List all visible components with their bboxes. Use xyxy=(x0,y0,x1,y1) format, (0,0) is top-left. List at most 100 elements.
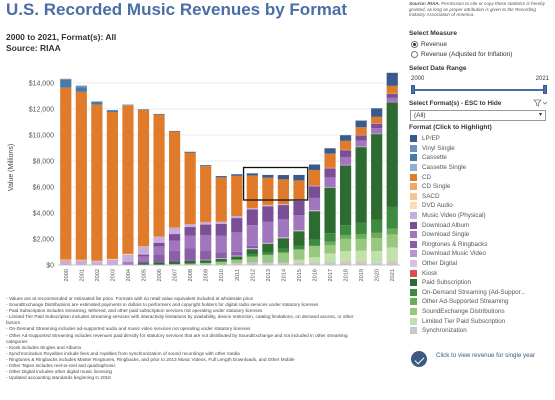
x-tick-label: 2006 xyxy=(157,269,163,281)
bar-segment xyxy=(371,128,383,134)
footnote-line: - Limited Tier Paid Subscription include… xyxy=(6,314,354,320)
bar-segment xyxy=(231,255,243,257)
y-tick-label: $6,000 xyxy=(33,185,55,192)
bar-segment xyxy=(293,249,305,260)
bar-segment xyxy=(137,256,150,262)
bar-segment xyxy=(200,262,212,265)
legend-item[interactable]: Vinyl Single xyxy=(410,144,552,154)
measure-option-label: Revenue (Adjusted for Inflation) xyxy=(421,51,513,58)
legend-item[interactable]: CD xyxy=(410,172,552,182)
y-tick-label: $10,000 xyxy=(29,133,54,140)
bar-segment xyxy=(231,259,243,264)
bar-segment xyxy=(371,219,383,233)
measure-option-inflation[interactable]: Revenue (Adjusted for Inflation) xyxy=(411,51,512,58)
legend-item[interactable]: SoundExchange Distributions xyxy=(410,307,552,317)
legend-item[interactable]: Other Ad-Supported Streaming xyxy=(410,297,552,307)
legend-item[interactable]: Cassette Single xyxy=(410,163,552,173)
legend-item[interactable]: Other Digital xyxy=(410,259,552,269)
bar-segment xyxy=(324,187,336,188)
bar-segment xyxy=(231,256,243,260)
legend-item[interactable]: DVD Audio xyxy=(410,201,552,211)
bar-segment xyxy=(371,116,383,124)
legend-item[interactable]: Kiosk xyxy=(410,268,552,278)
footnote-line: - Synchronization Royalties include fees… xyxy=(6,350,240,356)
legend-swatch xyxy=(410,240,417,248)
legend-swatch xyxy=(410,183,417,191)
footnote-line: - SoundExchange Distributions are estima… xyxy=(6,302,319,308)
legend-item[interactable]: SACD xyxy=(410,192,552,202)
legend-label: Limited Tier Paid Subscription xyxy=(422,317,506,325)
x-tick-label: 2002 xyxy=(95,269,101,281)
legend-item[interactable]: Download Album xyxy=(410,220,552,230)
bar-segment xyxy=(91,101,103,105)
x-tick-label: 2010 xyxy=(219,269,225,281)
bar-segment xyxy=(277,204,290,206)
date-range-slider[interactable] xyxy=(413,89,545,91)
legend-swatch xyxy=(410,250,417,258)
bar-segment xyxy=(200,250,212,260)
bar-segment xyxy=(262,262,274,265)
measure-option-revenue[interactable]: Revenue xyxy=(411,41,447,48)
legend-item[interactable]: Cassette xyxy=(410,153,552,163)
x-tick-label: 2012 xyxy=(250,269,256,281)
bar-segment xyxy=(293,229,305,231)
format-select-heading: Select Format(s) - ESC to Hide xyxy=(409,99,502,107)
legend-item[interactable]: CD Single xyxy=(410,182,552,192)
bar-segment xyxy=(215,221,227,224)
bar-segment xyxy=(153,236,165,243)
bar-segment xyxy=(277,237,290,239)
bar-segment xyxy=(386,85,398,94)
bar-segment xyxy=(200,260,212,263)
bar-segment xyxy=(386,102,398,207)
bar-segment xyxy=(215,259,227,262)
footnote-line: - Updated accounting standards beginning… xyxy=(6,375,111,381)
legend-swatch xyxy=(410,164,417,172)
click-cursor-icon xyxy=(411,351,427,367)
legend-item[interactable]: Synchronization xyxy=(410,326,552,336)
legend-item[interactable]: Ringtones & Ringbacks xyxy=(410,240,552,250)
filter-funnel-icon[interactable] xyxy=(533,99,547,107)
bar-segment xyxy=(137,261,150,264)
legend-swatch xyxy=(410,269,417,277)
bar-segment xyxy=(184,151,196,153)
x-tick-label: 2008 xyxy=(188,269,194,281)
x-tick-label: 2005 xyxy=(142,269,148,281)
format-select[interactable]: (All) ▾ xyxy=(410,110,546,121)
bar-segment xyxy=(293,259,305,263)
legend-item[interactable]: LP/EP xyxy=(410,134,552,144)
legend-item[interactable]: Download Music Video xyxy=(410,249,552,259)
slider-handle-end[interactable] xyxy=(543,85,547,94)
x-tick-label: 2021 xyxy=(390,269,396,281)
legend-swatch xyxy=(410,307,417,315)
bar-segment xyxy=(277,262,290,265)
bar-segment xyxy=(277,205,290,220)
legend-item[interactable]: Limited Tier Paid Subscription xyxy=(410,316,552,326)
bar-segment xyxy=(246,245,258,249)
legend-item[interactable]: Music Video (Physical) xyxy=(410,211,552,221)
single-year-link-text: Click to view revenue for single year xyxy=(436,352,536,359)
bar-segment xyxy=(168,131,181,228)
legend-label: Music Video (Physical) xyxy=(422,212,486,220)
legend-item[interactable]: On-Demand Streaming (Ad-Suppor... xyxy=(410,288,552,298)
legend-item[interactable]: Download Single xyxy=(410,230,552,240)
bar-segment xyxy=(200,166,212,222)
bar-segment xyxy=(308,239,321,246)
legend-swatch xyxy=(410,221,417,229)
slider-handle-start[interactable] xyxy=(411,85,415,94)
y-tick-label: $0 xyxy=(46,263,54,270)
footnote-line: - Kiosk includes Singles and Albums xyxy=(6,344,82,350)
bar-segment xyxy=(293,180,305,200)
bar-segment xyxy=(324,233,336,242)
legend-item[interactable]: Paid Subscription xyxy=(410,278,552,288)
bar-segment xyxy=(153,114,165,237)
bar-segment xyxy=(371,123,383,129)
bar-segment xyxy=(137,246,150,255)
single-year-link[interactable]: Click to view revenue for single year xyxy=(409,349,551,373)
bar-segment xyxy=(106,110,119,112)
bar-segment xyxy=(200,221,212,225)
legend-label: Ringtones & Ringbacks xyxy=(422,240,488,248)
bar-segment xyxy=(355,120,367,128)
x-tick-label: 2011 xyxy=(235,269,241,281)
footnote-line: categories xyxy=(6,338,28,344)
bar-segment xyxy=(262,174,274,178)
